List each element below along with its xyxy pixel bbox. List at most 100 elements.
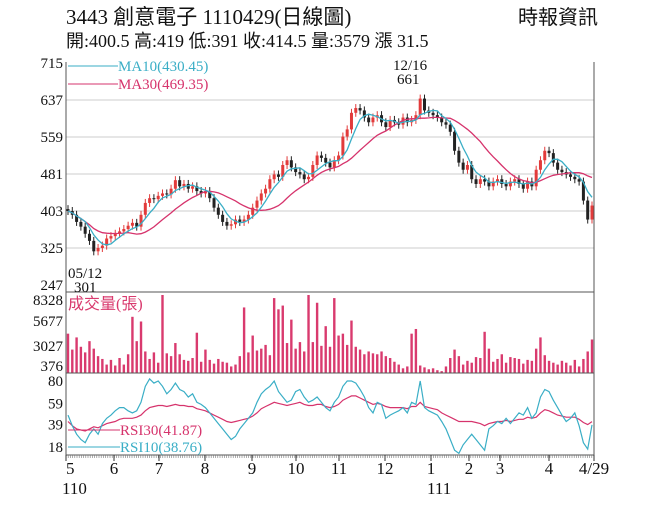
price-tick-label: 637 — [41, 93, 64, 109]
candlestick — [302, 170, 306, 184]
candlestick — [75, 210, 79, 226]
volume-bar — [260, 348, 263, 373]
candlestick — [79, 217, 83, 231]
price-tick-label: 559 — [41, 130, 64, 146]
candlestick — [92, 236, 96, 256]
x-axis-ticks — [65, 455, 595, 461]
x-month-label: 11 — [331, 459, 347, 478]
volume-bar — [152, 352, 156, 373]
candlesticks — [66, 94, 594, 256]
candlestick — [130, 218, 134, 230]
volume-bar — [225, 362, 229, 373]
rsi-tick-label: 59 — [48, 396, 63, 412]
x-month-label: 8 — [201, 459, 210, 478]
volume-bar — [552, 362, 555, 373]
ma10-line — [67, 109, 593, 246]
volume-bar — [66, 333, 70, 373]
volume-bar — [354, 346, 357, 373]
volume-bar — [281, 305, 284, 373]
candlestick — [556, 158, 560, 174]
candlestick — [298, 168, 302, 179]
volume-bar — [114, 365, 117, 373]
panel-frames — [65, 62, 595, 456]
candlestick — [457, 146, 461, 167]
candlestick — [182, 179, 186, 191]
candlestick — [221, 210, 225, 226]
candlestick — [191, 182, 195, 193]
volume-bar — [264, 344, 267, 373]
candlestick — [66, 205, 70, 215]
candlestick — [229, 220, 233, 230]
volume-bar — [230, 366, 233, 373]
candlestick — [496, 175, 500, 186]
candlestick — [590, 201, 594, 224]
volume-bar — [122, 364, 126, 373]
volume-bar — [298, 342, 302, 373]
volume-bar — [345, 344, 349, 373]
volume-bar — [367, 351, 370, 373]
volume-bar — [461, 364, 465, 373]
volume-bar — [311, 342, 315, 373]
candlestick — [354, 104, 358, 117]
high-value-annotation: 661 — [397, 72, 420, 88]
x-month-label: 2 — [465, 459, 474, 478]
volume-bar — [247, 352, 250, 373]
x-month-label: 4/29 — [579, 459, 609, 478]
volume-bar — [565, 362, 568, 373]
candlestick — [285, 156, 289, 169]
volume-bar — [118, 358, 121, 373]
x-month-label: 1 — [427, 459, 436, 478]
volume-bars — [66, 295, 594, 373]
volume-bar — [358, 349, 362, 373]
candlestick — [367, 113, 371, 127]
volume-bar — [88, 341, 91, 373]
volume-bar — [376, 354, 379, 373]
volume-bar — [431, 368, 435, 373]
ma30-legend: MA30(469.35) — [118, 77, 208, 93]
x-month-label: 4 — [545, 459, 554, 478]
candlestick — [268, 175, 272, 193]
candlestick — [538, 156, 542, 174]
volume-bar — [517, 358, 521, 373]
volume-bar — [135, 341, 138, 373]
volume-bar — [217, 358, 220, 373]
volume-bar — [165, 353, 168, 373]
candlestick — [143, 198, 147, 219]
volume-bar — [427, 369, 430, 373]
volume-bar — [500, 354, 504, 373]
candlestick — [362, 106, 366, 122]
x-month-label: 3 — [496, 459, 505, 478]
volume-bar — [487, 348, 491, 373]
volume-bar — [315, 302, 319, 373]
candlestick — [259, 189, 263, 205]
low-value-annotation: 301 — [74, 280, 97, 296]
volume-bar — [208, 359, 211, 373]
volume-bar — [384, 356, 388, 373]
volume-bar — [71, 349, 74, 373]
volume-bar — [470, 362, 473, 373]
x-year-label: 111 — [427, 479, 451, 498]
high-date-annotation: 12/16 — [393, 58, 428, 74]
candlestick — [474, 175, 478, 188]
volume-bar — [139, 321, 143, 373]
volume-bar — [414, 328, 418, 373]
volume-bar — [234, 364, 237, 373]
x-month-label: 7 — [155, 459, 164, 478]
volume-bar — [294, 348, 297, 373]
volume-bar — [109, 359, 113, 373]
volume-bar — [268, 355, 272, 373]
candlestick — [414, 111, 418, 124]
candlestick — [483, 175, 487, 186]
volume-bar — [290, 319, 293, 373]
candlestick — [534, 165, 538, 191]
volume-tick-label: 8328 — [33, 293, 63, 309]
volume-bar — [174, 343, 177, 373]
source-label: 時報資訊 — [518, 6, 598, 29]
x-year-label: 110 — [62, 479, 87, 498]
volume-bar — [474, 357, 478, 373]
rsi-tick-label: 18 — [48, 440, 63, 456]
candlestick — [276, 170, 280, 181]
volume-bar — [328, 346, 332, 373]
